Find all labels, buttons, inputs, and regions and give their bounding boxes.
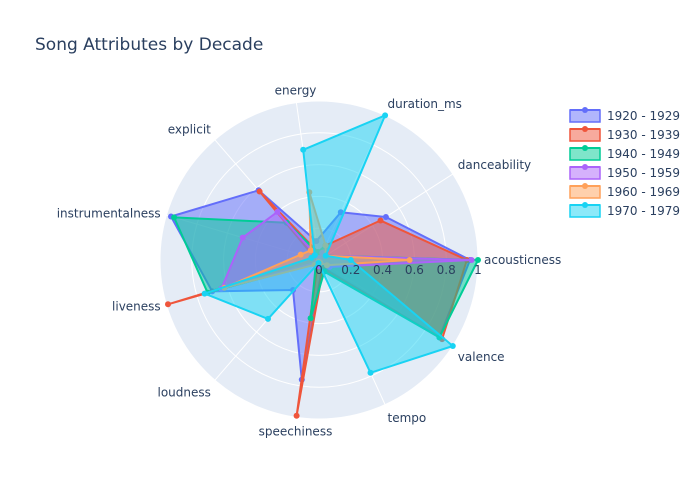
angular-axis-labels: acousticness danceability duration_ms energ… — [57, 84, 562, 439]
point-1960-1969-explicit — [307, 247, 314, 254]
legend[interactable]: 1920 - 1929 1930 - 1939 1940 - 1949 1950 - … — [569, 107, 680, 218]
point-1960-1969-acousticness — [406, 257, 413, 263]
axis-label-instrumentalness: instrumentalness — [57, 207, 161, 221]
point-1930-1939-explicit — [256, 188, 263, 195]
point-1960-1969-instrumentalness — [297, 251, 304, 258]
point-1940-1949-acousticness — [475, 257, 481, 263]
legend-item-1940-1949[interactable]: 1940 - 1949 — [569, 145, 680, 161]
legend-item-1970-1979[interactable]: 1970 - 1979 — [569, 202, 680, 218]
point-1950-1959-instrumentalness — [239, 234, 246, 241]
axis-label-danceability: danceability — [458, 158, 531, 172]
point-1970-1979-danceability — [322, 252, 329, 259]
legend-label: 1950 - 1959 — [607, 166, 680, 180]
legend-label: 1940 - 1949 — [607, 147, 680, 161]
point-1970-1979-duration-ms — [382, 112, 389, 119]
point-1950-1959-acousticness — [468, 257, 475, 263]
legend-label: 1970 - 1979 — [607, 204, 680, 218]
axis-label-liveness: liveness — [112, 300, 161, 314]
axis-label-acousticness: acousticness — [484, 253, 561, 267]
axis-label-energy: energy — [275, 84, 317, 98]
axis-label-duration-ms: duration_ms — [388, 97, 462, 111]
point-1970-1979-energy — [300, 146, 307, 153]
legend-item-1960-1969[interactable]: 1960 - 1969 — [569, 183, 680, 199]
axis-label-loudness: loudness — [158, 386, 211, 400]
point-1970-1979-loudness — [265, 315, 271, 322]
axis-label-speechiness: speechiness — [259, 424, 333, 438]
point-1940-1949-instrumentalness — [171, 214, 178, 221]
point-1930-1939-speechiness — [293, 412, 300, 419]
axis-label-valence: valence — [458, 350, 505, 364]
radial-tick-1: 1 — [474, 263, 482, 277]
radial-tick-0-2: 0.2 — [341, 263, 360, 277]
chart-title: Song Attributes by Decade — [35, 35, 263, 55]
legend-item-1930-1939[interactable]: 1930 - 1939 — [569, 126, 680, 142]
point-1970-1979-tempo — [367, 369, 374, 376]
radial-tick-0-4: 0.4 — [373, 263, 392, 277]
axis-label-explicit: explicit — [168, 122, 211, 136]
radial-tick-0-6: 0.6 — [405, 263, 424, 277]
point-1970-1979-liveness — [201, 290, 208, 297]
series-1970-1979 — [201, 112, 456, 376]
point-1970-1979-valence — [449, 343, 456, 349]
point-1970-1979-speechiness — [315, 260, 322, 267]
point-1940-1949-speechiness — [307, 315, 314, 322]
point-1930-1939-danceability — [377, 217, 384, 224]
legend-label: 1920 - 1929 — [607, 109, 680, 123]
axis-label-tempo: tempo — [388, 411, 427, 425]
legend-item-1950-1959[interactable]: 1950 - 1959 — [569, 164, 680, 180]
point-1920-1929-danceability — [382, 214, 389, 220]
series-layer — [165, 112, 481, 419]
point-1970-1979-instrumentalness — [308, 254, 315, 261]
legend-label: 1960 - 1969 — [607, 185, 680, 199]
point-1950-1959-explicit — [274, 208, 281, 215]
point-1970-1979-acousticness — [347, 257, 354, 263]
legend-label: 1930 - 1939 — [607, 128, 680, 142]
legend-item-1920-1929[interactable]: 1920 - 1929 — [569, 107, 680, 123]
radial-tick-labels: 0 0.2 0.4 0.6 0.8 1 — [315, 263, 482, 277]
radial-tick-0-8: 0.8 — [437, 263, 456, 277]
point-1930-1939-liveness — [165, 301, 171, 308]
series-area-1970-1979 — [203, 114, 454, 374]
radial-tick-0: 0 — [315, 263, 323, 277]
